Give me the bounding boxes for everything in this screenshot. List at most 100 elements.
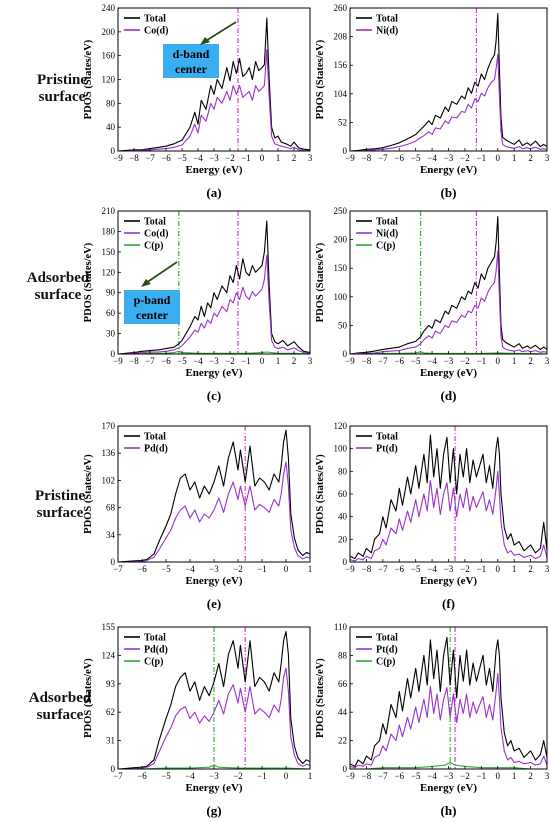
x-tick-label: 3	[545, 153, 550, 163]
x-tick-label: 2	[528, 356, 533, 366]
x-tick-label: 0	[496, 564, 501, 574]
row-label-1-line-1: Pristine	[37, 72, 87, 88]
legend-label: Ni(d)	[376, 229, 398, 240]
x-axis-label: Energy (eV)	[420, 782, 477, 794]
x-tick-label: −7	[378, 771, 388, 781]
series-line-cp	[118, 350, 311, 355]
legend-label: Total	[376, 432, 398, 443]
y-tick-label: 0	[343, 349, 348, 359]
x-tick-label: −5	[177, 153, 187, 163]
x-tick-label: −5	[411, 771, 421, 781]
legend-label: Pt(d)	[376, 645, 398, 656]
x-tick-label: −7	[378, 564, 388, 574]
x-tick-label: −4	[185, 564, 195, 574]
y-tick-label: 104	[334, 89, 348, 99]
legend-label: Total	[376, 633, 398, 644]
callout-arrow-line	[203, 21, 237, 43]
x-tick-label: −1	[241, 356, 251, 366]
y-tick-label: 0	[343, 764, 348, 774]
x-tick-label: 0	[260, 153, 265, 163]
series-line-total	[349, 12, 548, 152]
x-tick-label: −5	[411, 356, 421, 366]
x-tick-label: −5	[161, 564, 171, 574]
series-line-nid	[349, 250, 548, 355]
x-tick-label: 2	[292, 356, 297, 366]
legend-label: C(p)	[144, 657, 163, 668]
x-axis-label: Energy (eV)	[185, 782, 242, 794]
row-label-4-line-1: Adsorbed	[28, 690, 92, 706]
x-tick-label: 1	[512, 564, 517, 574]
callout-arrow-head	[141, 279, 151, 287]
y-tick-label: 260	[334, 3, 348, 13]
row-label-3: Pristine surface	[10, 488, 110, 522]
x-tick-label: −3	[209, 564, 219, 574]
x-tick-label: −7	[145, 153, 155, 163]
row-label-3-line-2: surface	[36, 505, 84, 521]
y-tick-label: 160	[102, 51, 116, 61]
x-tick-label: 3	[545, 771, 550, 781]
y-tick-label: 100	[334, 292, 348, 302]
x-tick-label: −1	[241, 153, 251, 163]
callout-box	[124, 290, 180, 324]
x-axis-label: Energy (eV)	[185, 367, 242, 379]
y-axis-label: PDOS (States/eV)	[315, 242, 326, 322]
y-tick-label: 30	[106, 329, 116, 339]
x-tick-label: 3	[545, 564, 550, 574]
panel-label: (c)	[207, 388, 221, 403]
legend-label: Total	[144, 432, 166, 443]
x-tick-label: −9	[345, 564, 355, 574]
y-tick-label: 136	[102, 448, 116, 458]
x-tick-label: −6	[161, 153, 171, 163]
x-tick-label: 0	[284, 564, 289, 574]
legend-label: Total	[144, 217, 166, 228]
y-tick-label: 20	[338, 534, 348, 544]
x-tick-label: −4	[427, 356, 437, 366]
x-tick-label: 1	[308, 771, 313, 781]
y-tick-label: 110	[334, 622, 348, 632]
y-tick-label: 66	[338, 679, 348, 689]
row-label-4-line-2: surface	[36, 707, 84, 723]
x-tick-label: −6	[161, 356, 171, 366]
series-line-pdd	[118, 667, 311, 770]
x-tick-label: −3	[444, 153, 454, 163]
y-axis-label: PDOS (States/eV)	[83, 39, 94, 119]
y-tick-label: 208	[334, 32, 348, 42]
x-tick-label: 0	[496, 153, 501, 163]
y-tick-label: 180	[102, 226, 116, 236]
x-tick-label: 0	[496, 771, 501, 781]
callout-arrow-head	[200, 37, 210, 45]
panel-label: (d)	[441, 388, 457, 403]
y-tick-label: 80	[106, 98, 116, 108]
x-tick-label: −6	[137, 564, 147, 574]
series-line-cp	[350, 761, 547, 770]
y-tick-label: 0	[111, 764, 116, 774]
x-tick-label: −5	[411, 564, 421, 574]
series-line-ptd	[349, 470, 548, 562]
y-tick-label: 200	[334, 235, 348, 245]
chart-panel-5: −7 −6 −5 −4 −3 −2 −1 0 1 0 34 68 102 136 170 Energy (eV…	[83, 421, 312, 611]
x-tick-label: −1	[477, 153, 487, 163]
x-tick-label: −2	[460, 564, 470, 574]
y-tick-label: 102	[102, 475, 116, 485]
x-tick-label: −9	[345, 356, 355, 366]
y-tick-label: 62	[106, 707, 115, 717]
legend-label: Pt(d)	[376, 444, 398, 455]
x-tick-label: −5	[411, 153, 421, 163]
x-tick-label: 1	[276, 153, 281, 163]
x-tick-label: −1	[257, 771, 267, 781]
x-tick-label: −5	[177, 356, 187, 366]
y-tick-label: 0	[343, 557, 348, 567]
y-tick-label: 60	[338, 489, 348, 499]
y-tick-label: 156	[334, 60, 348, 70]
x-tick-label: 1	[512, 356, 517, 366]
series-line-cod	[118, 49, 310, 152]
x-tick-label: −8	[362, 771, 372, 781]
legend-label: Co(d)	[144, 26, 168, 37]
row-label-2: Adsorbed surface	[8, 270, 108, 304]
x-tick-label: −4	[427, 564, 437, 574]
x-tick-label: −2	[460, 771, 470, 781]
x-tick-label: −1	[477, 564, 487, 574]
